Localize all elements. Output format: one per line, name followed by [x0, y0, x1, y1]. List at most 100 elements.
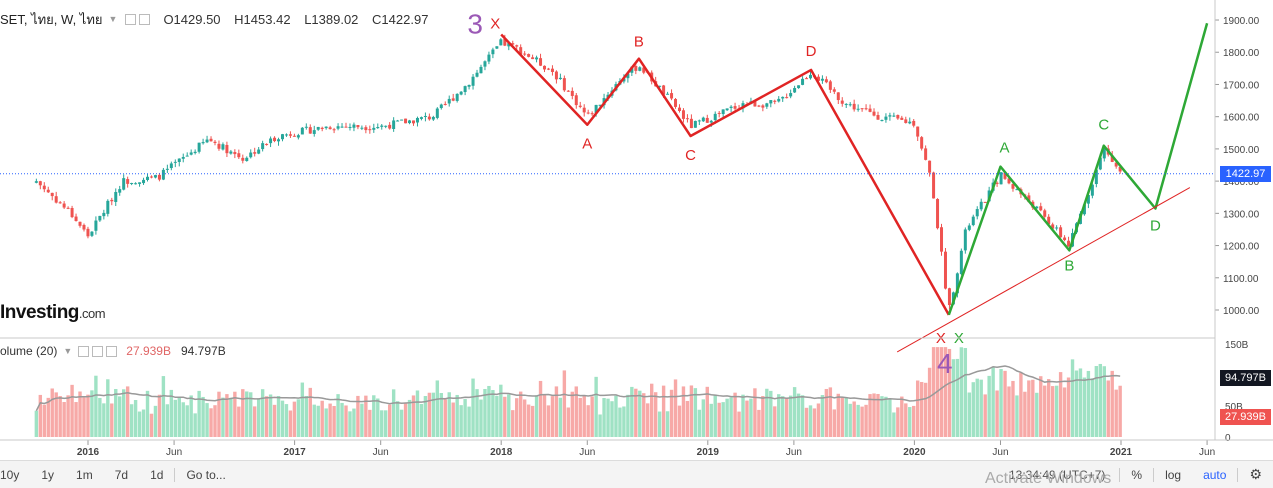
volume-bar: [812, 408, 817, 437]
volume-bar: [1035, 392, 1039, 437]
volume-bar: [133, 399, 138, 437]
candle-body: [1094, 169, 1098, 185]
candle-body: [713, 113, 717, 121]
candle-body: [820, 78, 824, 81]
volume-bar: [951, 359, 956, 437]
volume-bar: [737, 411, 741, 437]
volume-bar: [983, 394, 987, 437]
volume-bar: [249, 392, 253, 437]
candle-body: [1007, 178, 1011, 184]
volume-bar: [689, 385, 694, 437]
range-1d[interactable]: 1d: [150, 467, 164, 482]
candle-body: [936, 199, 940, 229]
candle-body: [1102, 148, 1106, 159]
volume-label[interactable]: olume (20): [0, 344, 58, 358]
price-tick-label: 1400.00: [1223, 177, 1260, 188]
candle-body: [126, 179, 130, 184]
volume-bar: [241, 389, 245, 437]
candle-body: [427, 116, 431, 120]
time-axis: 2016 Jun 2017 Jun 2018 Jun 2019 Jun 2020 Jun 2021 J…: [77, 440, 1215, 458]
candle-body: [757, 105, 761, 107]
symbol-name[interactable]: SET, ไทย, W, ไทย: [0, 11, 103, 27]
volume-dropdown-icon[interactable]: ▼: [63, 346, 73, 356]
volume-bar: [860, 406, 864, 437]
auto-toggle[interactable]: auto: [1203, 467, 1227, 482]
legend-dropdown-icon[interactable]: ▼: [108, 14, 118, 24]
candle-body: [90, 231, 94, 236]
volume-bar: [94, 375, 98, 437]
time-tick-label: Jun: [166, 447, 182, 458]
volume-bar: [915, 380, 920, 437]
volume-bar: [1003, 370, 1007, 437]
volume-bar: [550, 396, 555, 437]
candle-body: [1027, 195, 1031, 203]
candle-body: [110, 199, 114, 202]
candle-body: [475, 72, 479, 77]
volume-bar: [622, 406, 626, 437]
volume-bar: [483, 388, 487, 437]
price-tick-label: 1600.00: [1223, 113, 1260, 124]
percent-toggle[interactable]: %: [1131, 467, 1143, 482]
volume-tick-label: 0: [1225, 433, 1231, 444]
candle-body: [368, 129, 372, 131]
candle-body: [332, 129, 336, 131]
volume-bar: [38, 394, 43, 437]
volume-bar: [753, 388, 757, 437]
volume-bar: [46, 397, 50, 437]
range-10y[interactable]: 10y: [0, 467, 20, 482]
log-toggle[interactable]: log: [1165, 467, 1182, 482]
volume-bar: [590, 396, 594, 437]
candle-body: [828, 81, 832, 90]
candle-body: [328, 127, 332, 130]
candle-body: [146, 176, 150, 180]
volume-bar: [1102, 366, 1106, 437]
volume-visibility-icon[interactable]: [78, 345, 90, 357]
candle-body: [249, 152, 253, 158]
volume-bar: [975, 378, 979, 437]
volume-bar: [280, 400, 285, 437]
volume-bar: [316, 405, 320, 437]
candle-body: [491, 49, 495, 55]
price-tick-label: 1100.00: [1223, 274, 1259, 285]
volume-bar: [570, 391, 574, 437]
wave-count-label: 3: [467, 8, 483, 39]
time-tick-label: Jun: [373, 447, 389, 458]
open-value: O1429.50: [163, 11, 221, 27]
range-1m[interactable]: 1m: [76, 467, 93, 482]
support-trendline: [896, 187, 1191, 353]
candle-body: [1067, 240, 1071, 247]
volume-bar: [701, 399, 706, 437]
candle-body: [149, 176, 153, 178]
candle-body: [261, 143, 265, 150]
candle-body: [360, 127, 364, 129]
settings-icon[interactable]: [139, 13, 151, 25]
candle-body: [920, 137, 924, 149]
gear-icon[interactable]: ⚙: [1249, 466, 1262, 482]
volume-bar: [582, 395, 586, 437]
candle-body: [590, 113, 594, 115]
price-candles: [34, 34, 1122, 310]
range-7d[interactable]: 7d: [114, 467, 129, 482]
candle-body: [284, 134, 288, 136]
range-1y[interactable]: 1y: [41, 467, 55, 482]
volume-bar: [66, 395, 70, 437]
volume-bar: [1007, 386, 1011, 437]
volume-bar: [765, 388, 769, 437]
volume-settings-icon[interactable]: [92, 345, 104, 357]
candle-body: [554, 71, 558, 80]
volume-ma-tag: 94.797B: [1220, 370, 1271, 386]
volume-bar: [987, 375, 991, 437]
candle-body: [344, 126, 348, 128]
candle-body: [943, 251, 947, 289]
volume-bar: [868, 394, 872, 437]
volume-close-icon[interactable]: [106, 345, 118, 357]
visibility-icon[interactable]: [125, 13, 137, 25]
goto-button[interactable]: Go to...: [186, 467, 226, 482]
candle-body: [78, 221, 82, 226]
chart-canvas[interactable]: 1000.00 1100.00 1200.00 1300.00 1400.00 1500.…: [0, 0, 1273, 460]
candle-body: [130, 182, 134, 184]
volume-bar: [1118, 385, 1122, 437]
volume-bar: [395, 401, 400, 437]
volume-bar: [288, 410, 293, 437]
candle-body: [241, 157, 245, 161]
